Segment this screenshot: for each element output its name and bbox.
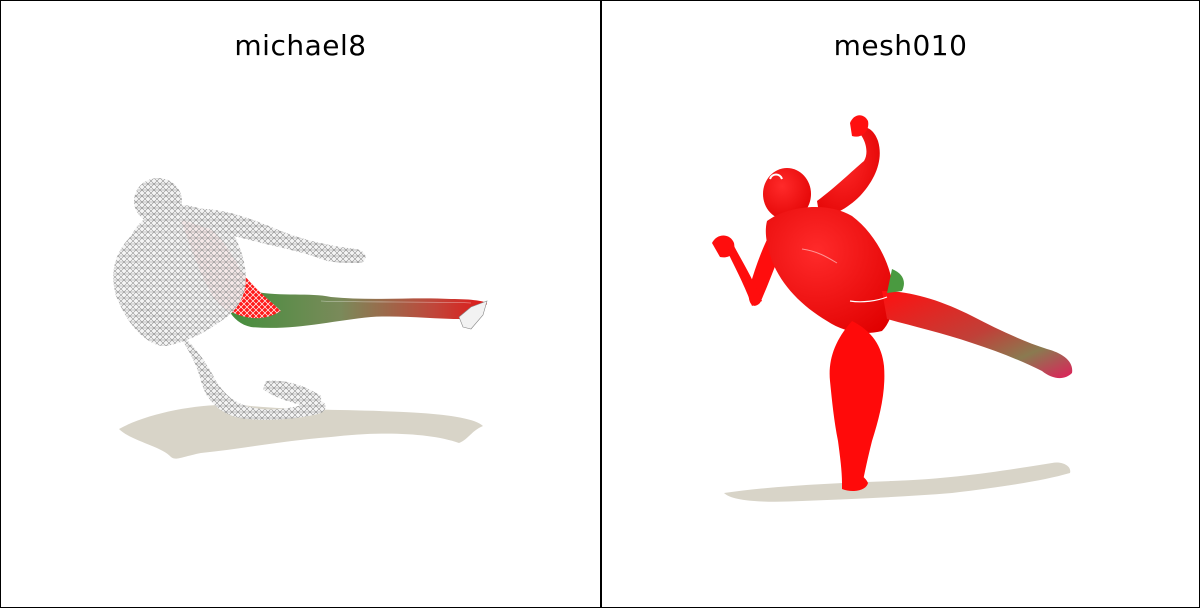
michael8-viewport[interactable] xyxy=(1,1,600,607)
left-panel: michael8 xyxy=(1,1,600,607)
raised-leg xyxy=(882,291,1073,379)
mesh010-viewport[interactable] xyxy=(602,1,1199,607)
torso-solid xyxy=(765,206,894,333)
kick-leg xyxy=(221,281,487,328)
standing-leg xyxy=(829,321,885,489)
head-wireframe xyxy=(134,178,182,224)
knee-leg xyxy=(176,331,326,420)
raised-arm xyxy=(817,127,880,219)
panel-title-right: mesh010 xyxy=(833,29,968,62)
panel-title-left: michael8 xyxy=(234,29,367,62)
extended-arm xyxy=(186,208,366,263)
right-panel: mesh010 xyxy=(600,1,1199,607)
head-solid xyxy=(763,168,811,220)
figure-shadow xyxy=(724,462,1071,502)
figure-shadow xyxy=(119,404,483,459)
